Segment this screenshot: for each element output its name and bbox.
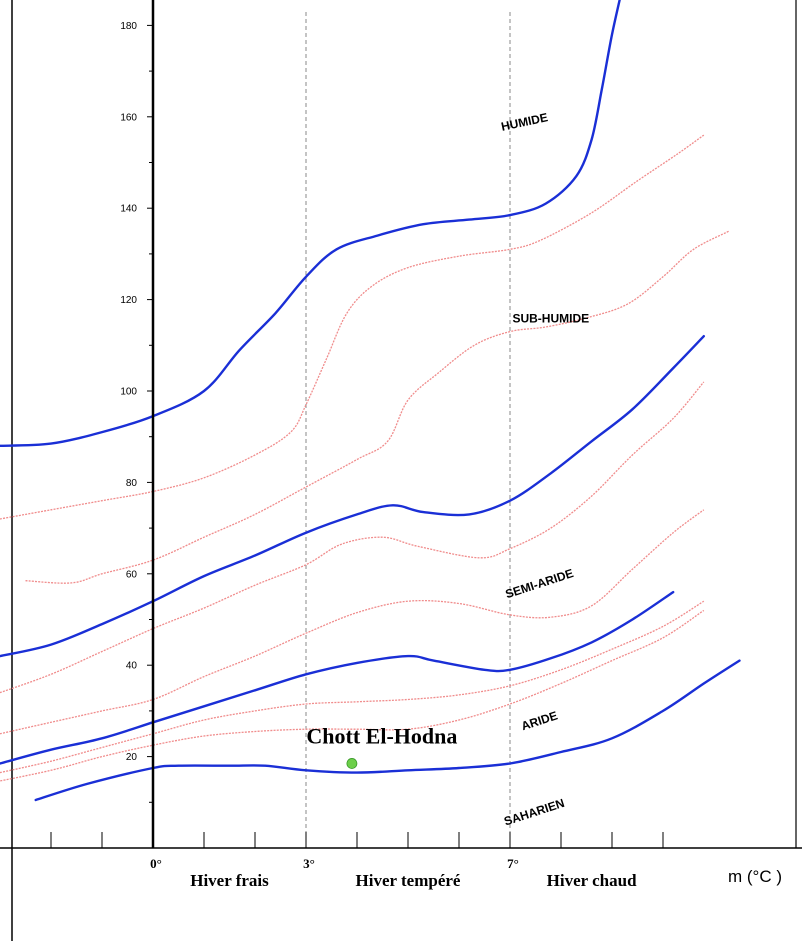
zone-label: SAHARIEN [502,796,566,829]
y-tick-label: 80 [126,478,138,489]
subdivision-curve [0,134,705,520]
subdivision-curves [0,134,730,782]
y-tick-label: 60 [126,569,138,580]
winter-label: Hiver frais [190,871,269,890]
subdivision-curve [0,609,705,782]
y-tick-label: 100 [120,387,137,398]
axes [0,0,802,849]
subdivision-curve [25,230,730,584]
station-point: Chott El-Hodna [306,723,457,769]
zone-label: SEMI-ARIDE [504,566,576,601]
x-tick-label: 7° [507,856,519,871]
y-axis-ticks: 20 40 60 80 100 120 140 160 180 [120,21,153,803]
zone-boundary-curve [0,590,675,765]
zone-label: SUB-HUMIDE [512,311,589,325]
y-tick-label: 180 [120,21,137,32]
zone-boundary-curves [0,0,741,802]
subdivision-curve [0,381,705,694]
y-tick-label: 40 [126,661,138,672]
zone-label: HUMIDE [500,110,549,134]
zone-boundary-curve [0,0,621,447]
y-tick-label: 140 [120,204,137,215]
zone-label: ARIDE [519,708,559,733]
y-tick-label: 160 [120,112,137,123]
subdivision-curve [0,509,705,735]
station-marker [346,758,358,769]
subdivision-curve [0,600,705,774]
zone-boundary-curve [0,335,705,658]
winter-labels: Hiver frais Hiver tempéré Hiver chaud [190,871,637,890]
zone-labels: HUMIDE SUB-HUMIDE SEMI-ARIDE ARIDE SAHARIEN [500,110,589,828]
y-tick-label: 120 [120,295,137,306]
chart-frame [11,0,797,941]
zone-boundary-curve [34,659,741,802]
station-label: Chott El-Hodna [306,723,457,748]
winter-dividers [305,12,511,848]
winter-label: Hiver tempéré [356,871,461,890]
winter-label: Hiver chaud [547,871,637,890]
y-tick-label: 20 [126,752,138,763]
x-axis-ticks: 0° 3° 7° [50,832,664,871]
x-tick-label: 0° [150,856,162,871]
x-tick-label: 3° [303,856,315,871]
x-axis-label: m (°C ) [728,867,782,886]
